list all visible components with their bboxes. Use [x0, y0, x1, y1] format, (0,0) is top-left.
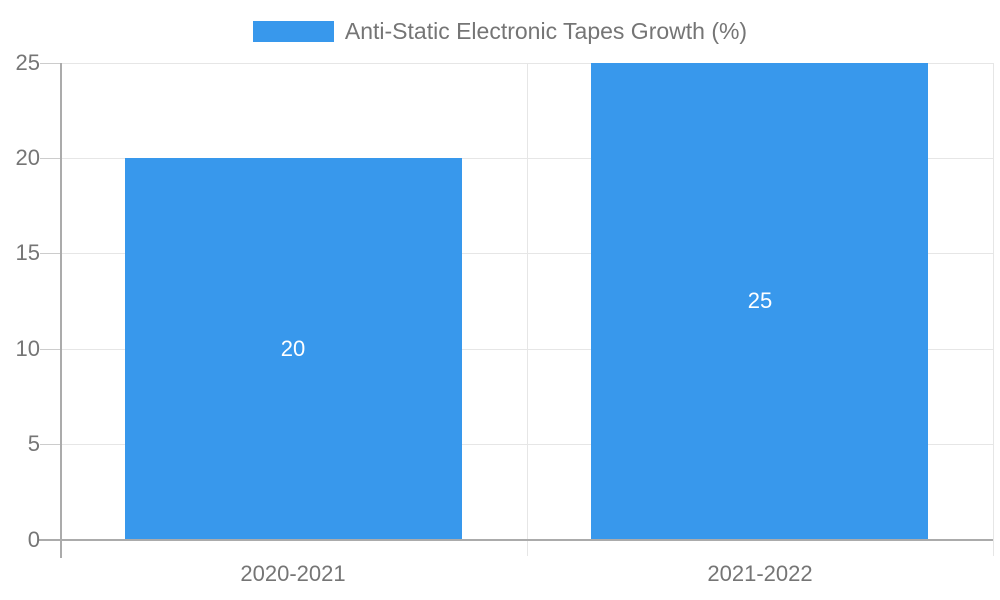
gridline-horizontal	[60, 63, 993, 64]
gridline-vertical	[527, 63, 528, 556]
gridline-horizontal	[60, 158, 993, 159]
bar-2021-2022	[591, 63, 928, 539]
gridline-vertical	[993, 63, 994, 556]
legend-label: Anti-Static Electronic Tapes Growth (%)	[344, 17, 748, 44]
y-axis-tick-label: 5	[27, 430, 40, 456]
y-axis-line	[60, 63, 62, 558]
y-axis-tick-label: 25	[15, 50, 40, 75]
x-axis-line	[60, 539, 993, 541]
y-axis-tick-label: 20	[15, 145, 40, 171]
y-axis-tick-label: 0	[27, 527, 40, 552]
y-axis-tick-mark	[40, 63, 60, 64]
x-axis-category-label: 2021-2022	[707, 561, 813, 586]
y-axis-tick-mark	[40, 158, 60, 159]
bar-value-label: 25	[747, 288, 773, 313]
gridline-horizontal	[60, 253, 993, 254]
y-axis-tick-mark	[40, 253, 60, 254]
y-axis-tick-mark	[40, 349, 60, 350]
chart-legend: Anti-Static Electronic Tapes Growth (%)	[0, 15, 1000, 47]
y-axis-tick-mark	[38, 539, 60, 541]
legend-swatch	[252, 20, 334, 42]
gridline-horizontal	[60, 444, 993, 445]
y-axis-tick-mark	[40, 444, 60, 445]
x-axis-category-label: 2020-2021	[240, 561, 346, 586]
bar-2020-2021	[125, 158, 462, 539]
bar-value-label: 20	[280, 336, 306, 361]
y-axis-tick-label: 15	[15, 240, 40, 266]
gridline-horizontal	[60, 349, 993, 350]
y-axis-tick-label: 10	[15, 335, 40, 361]
